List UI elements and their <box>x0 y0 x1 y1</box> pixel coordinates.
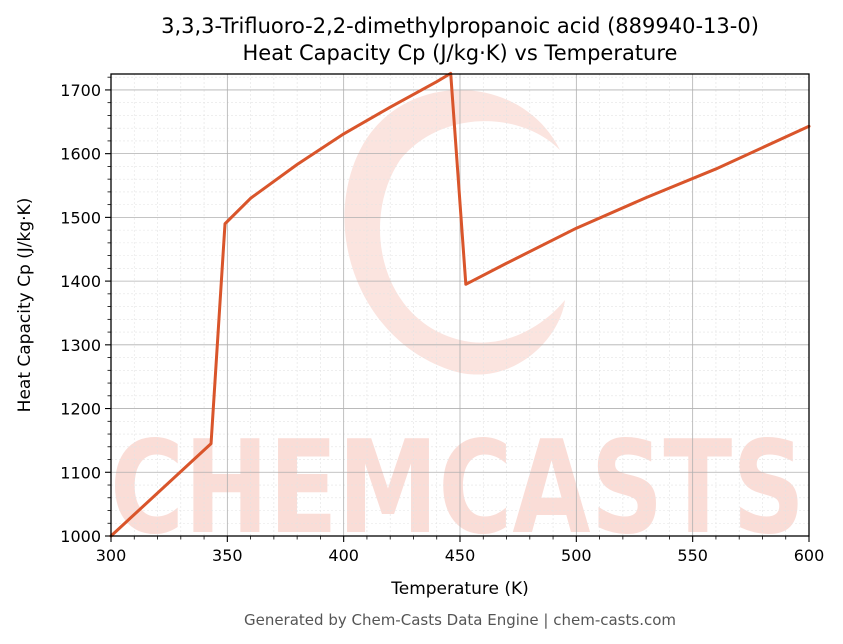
y-tick-label: 1500 <box>60 208 101 227</box>
x-tick-labels: 300 350 400 450 500 550 600 <box>96 546 825 565</box>
y-tick-label: 1700 <box>60 81 101 100</box>
footer-credit: Generated by Chem-Casts Data Engine | ch… <box>244 611 676 629</box>
x-tick-label: 600 <box>794 546 825 565</box>
x-tick-label: 400 <box>328 546 359 565</box>
y-tick-label: 1200 <box>60 400 101 419</box>
y-tick-label: 1000 <box>60 527 101 546</box>
y-tick-label: 1600 <box>60 145 101 164</box>
series-line-heat-capacity <box>109 71 811 538</box>
x-tick-label: 550 <box>677 546 708 565</box>
watermark-logo-swirl <box>344 90 565 375</box>
y-tick-labels: 1000 1100 1200 1300 1400 1500 1600 1700 <box>60 81 101 546</box>
x-tick-label: 450 <box>445 546 476 565</box>
major-grid <box>110 74 810 537</box>
y-tick-label: 1400 <box>60 272 101 291</box>
x-axis-label: Temperature (K) <box>390 579 529 599</box>
watermark-text: CHEMCASTS <box>110 414 805 563</box>
x-tick-label: 300 <box>96 546 127 565</box>
y-axis-label: Heat Capacity Cp (J/kg·K) <box>15 198 35 413</box>
chart-subtitle: Heat Capacity Cp (J/kg·K) vs Temperature <box>243 41 678 65</box>
chemcasts-watermark: CHEMCASTS <box>110 90 805 563</box>
y-tick-label: 1100 <box>60 463 101 482</box>
y-tick-label: 1300 <box>60 336 101 355</box>
chart-title: 3,3,3-Trifluoro-2,2-dimethylpropanoic ac… <box>161 14 759 38</box>
series-layer <box>109 71 811 538</box>
axis-ticks <box>105 76 810 542</box>
x-tick-label: 350 <box>212 546 243 565</box>
x-tick-label: 500 <box>561 546 592 565</box>
